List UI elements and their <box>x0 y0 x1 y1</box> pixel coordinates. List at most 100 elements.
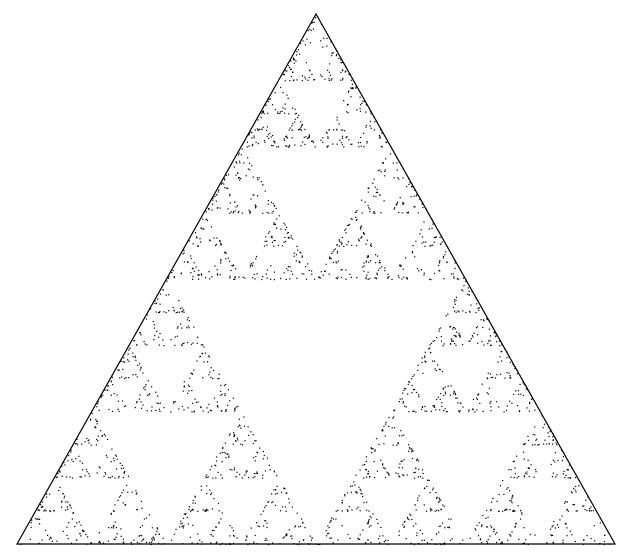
fractal-point <box>46 496 48 498</box>
fractal-point <box>584 509 586 511</box>
fractal-point <box>95 419 97 421</box>
fractal-point <box>417 497 419 499</box>
fractal-point <box>174 344 176 346</box>
fractal-point <box>355 474 357 476</box>
fractal-point <box>286 94 288 96</box>
fractal-point <box>217 502 220 505</box>
fractal-point <box>86 437 88 440</box>
fractal-point <box>539 409 541 411</box>
fractal-point <box>118 410 120 412</box>
fractal-point <box>490 344 492 346</box>
fractal-point <box>379 267 381 269</box>
fractal-point <box>180 520 182 522</box>
fractal-point <box>96 438 98 440</box>
fractal-point <box>365 509 368 511</box>
fractal-point <box>136 400 138 403</box>
fractal-point <box>267 100 269 103</box>
fractal-point <box>516 405 519 407</box>
fractal-point <box>282 92 284 94</box>
fractal-point <box>146 344 148 346</box>
fractal-point <box>556 524 558 526</box>
fractal-point <box>122 368 124 370</box>
fractal-point <box>593 525 595 527</box>
fractal-point <box>69 504 71 506</box>
fractal-point <box>360 104 362 106</box>
fractal-point <box>405 388 407 390</box>
fractal-point <box>271 241 274 243</box>
fractal-point <box>279 543 281 545</box>
fractal-point <box>377 191 379 193</box>
fractal-point <box>219 207 221 209</box>
fractal-point <box>368 473 370 475</box>
fractal-point <box>220 260 222 262</box>
fractal-point <box>131 491 133 493</box>
fractal-point <box>188 509 190 511</box>
fractal-point <box>454 262 456 264</box>
fractal-point <box>229 433 231 435</box>
fractal-point <box>82 469 84 471</box>
fractal-point <box>256 471 258 473</box>
fractal-point <box>524 442 526 445</box>
fractal-point <box>82 531 84 533</box>
fractal-point <box>523 383 525 385</box>
fractal-point <box>115 526 117 529</box>
fractal-point <box>287 266 289 268</box>
fractal-point <box>274 141 276 143</box>
fractal-point <box>520 393 522 395</box>
fractal-point <box>43 510 45 512</box>
fractal-point <box>551 526 553 528</box>
fractal-point <box>257 119 259 121</box>
fractal-point <box>270 201 272 203</box>
fractal-point <box>284 236 286 239</box>
fractal-point <box>269 469 271 471</box>
fractal-point <box>66 506 68 508</box>
fractal-point <box>418 460 420 462</box>
fractal-point <box>355 87 357 89</box>
fractal-point <box>40 506 42 508</box>
fractal-point <box>272 542 274 544</box>
fractal-point <box>385 539 387 541</box>
fractal-point <box>340 62 342 64</box>
fractal-point <box>432 405 434 407</box>
fractal-point <box>388 474 390 476</box>
fractal-point <box>88 473 90 475</box>
fractal-point <box>376 518 378 520</box>
fractal-point <box>254 207 257 209</box>
fractal-point <box>233 467 236 469</box>
fractal-point <box>358 238 360 240</box>
fractal-point <box>477 307 479 309</box>
fractal-point <box>486 318 488 321</box>
fractal-point <box>496 374 498 376</box>
fractal-point <box>109 477 112 479</box>
fractal-point <box>223 451 225 453</box>
fractal-point <box>400 430 402 432</box>
fractal-point <box>151 539 154 541</box>
fractal-point <box>186 319 188 321</box>
fractal-point <box>374 186 376 188</box>
fractal-point <box>561 460 563 462</box>
fractal-point <box>404 405 406 407</box>
fractal-point <box>173 401 175 403</box>
fractal-point <box>381 266 383 268</box>
fractal-point <box>490 525 492 527</box>
fractal-point <box>158 408 160 410</box>
fractal-point <box>498 494 500 496</box>
fractal-point <box>148 514 150 516</box>
fractal-point <box>429 344 431 346</box>
fractal-point <box>233 469 235 471</box>
fractal-point <box>333 129 335 131</box>
fractal-point <box>332 261 334 263</box>
fractal-point <box>90 444 92 446</box>
fractal-point <box>267 232 269 234</box>
fractal-point <box>575 510 577 512</box>
fractal-point <box>235 406 237 408</box>
fractal-point <box>434 406 436 408</box>
fractal-point <box>230 269 232 272</box>
fractal-point <box>416 268 418 270</box>
fractal-point <box>82 530 84 532</box>
fractal-point <box>440 509 442 511</box>
fractal-point <box>553 520 555 523</box>
fractal-point <box>276 492 278 494</box>
fractal-point <box>153 324 155 326</box>
